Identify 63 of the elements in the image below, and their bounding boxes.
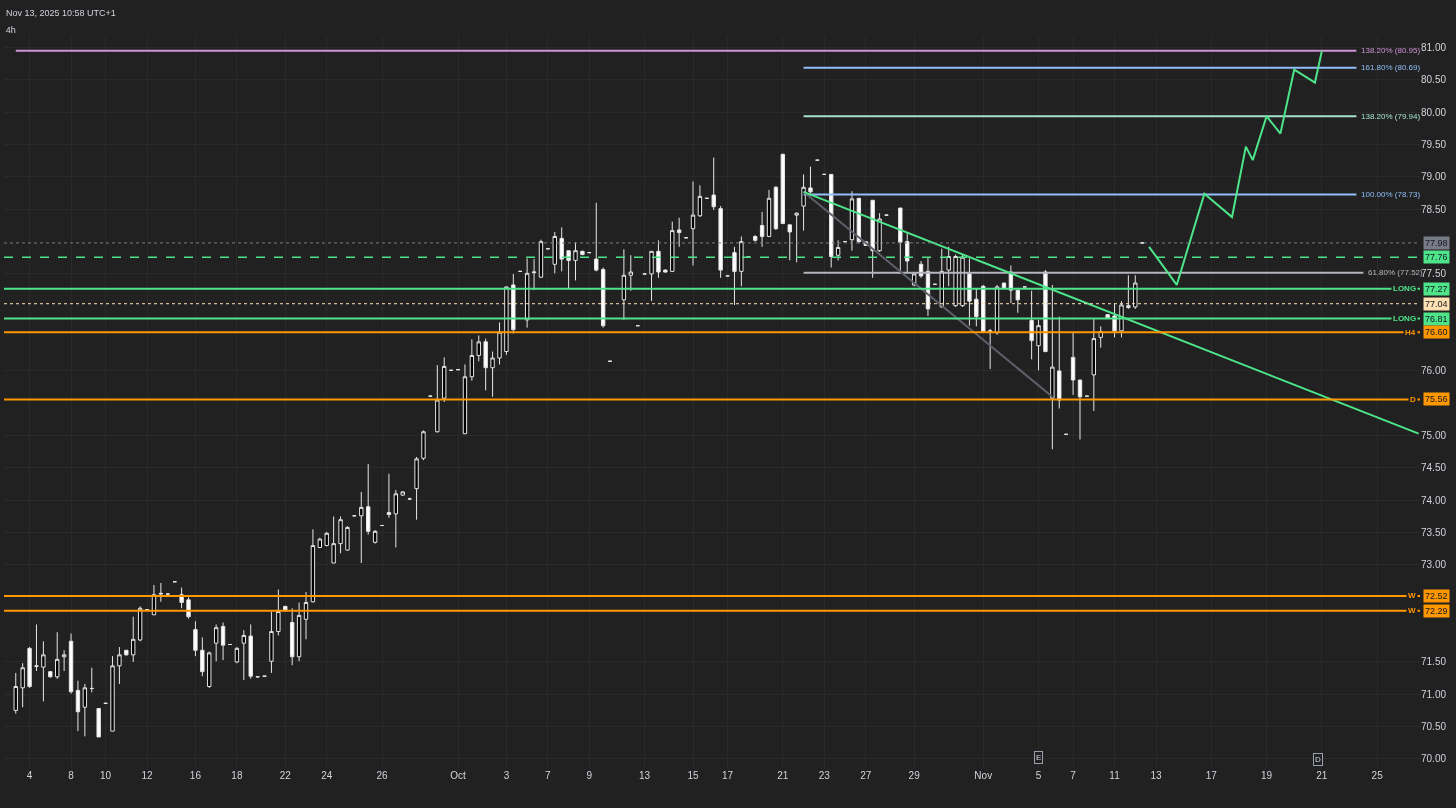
x-tick-label: 23 [818,770,831,781]
x-tick-label: 16 [189,770,202,781]
x-tick-label: 11 [1109,770,1121,781]
ref-line-label: 77.04 [1425,299,1448,309]
x-tick-label: 7 [545,770,552,781]
x-tick-label: 13 [1150,770,1163,781]
x-tick-label: 29 [908,770,921,781]
x-tick-label: 27 [860,770,872,781]
x-tick-label: Nov [974,770,993,781]
y-tick-label: 71.50 [1421,656,1447,668]
x-tick-label: 13 [639,770,651,781]
y-tick-label: 73.50 [1421,527,1447,539]
y-tick-label: 75.00 [1421,430,1447,442]
x-tick-label: 19 [1261,770,1273,781]
series-label: 138.20% (79.94) [1361,112,1421,121]
y-tick-label: 73.00 [1421,559,1447,571]
series-label: 138.20% (80.95) [1361,46,1421,55]
x-tick-label: 17 [721,770,734,781]
ref-line-label: 77.76 [1425,252,1448,262]
x-tick-label: 8 [68,770,75,781]
series-label: 100.00% (78.73) [1361,190,1421,199]
ref-line-label: LONG 76.81 [1393,314,1448,324]
y-tick-label: 79.00 [1421,171,1447,183]
y-tick-label: 76.00 [1421,365,1447,377]
x-tick-label: 17 [1205,770,1218,781]
x-tick-label: 12 [141,770,154,781]
y-tick-label: 77.50 [1421,268,1447,280]
y-tick-label: 70.50 [1421,721,1447,733]
annotation: E [1036,753,1042,762]
y-tick-label: 74.00 [1421,494,1447,506]
x-tick-label: 5 [1035,770,1042,781]
x-tick-label: 24 [321,770,333,781]
y-tick-label: 79.50 [1421,139,1447,151]
x-tick-label: 21 [1316,770,1328,781]
ref-line-label: LONG 77.27 [1393,284,1448,294]
x-tick-label: 18 [231,770,243,781]
x-tick-label: 21 [777,770,789,781]
x-tick-label: 3 [503,770,510,781]
y-tick-label: 78.50 [1421,203,1447,215]
x-tick-label: 15 [687,770,699,781]
y-tick-label: 71.00 [1421,688,1447,700]
x-tick-label: 7 [1070,770,1077,781]
x-tick-label: 26 [376,770,389,781]
ref-line-label: 77.98 [1425,238,1448,248]
x-tick-label: 4 [26,770,33,781]
ref-line-label: D 75.56 [1410,394,1448,404]
ref-line-label: W 72.29 [1408,606,1448,616]
y-tick-label: 80.50 [1421,74,1447,86]
x-tick-label: 22 [279,770,292,781]
y-tick-label: 80.00 [1421,106,1447,118]
x-tick-label: 9 [586,770,593,781]
annotation: D [1315,755,1321,764]
y-tick-label: 81.00 [1421,42,1447,54]
text: Nov 13, 2025 10:58 UTC+1 [6,8,116,18]
series-label: 161.80% (80.69) [1361,63,1421,72]
y-tick-label: 74.50 [1421,462,1447,474]
x-tick-label: 25 [1371,770,1384,781]
x-tick-label: Oct [450,770,467,781]
text: H4 76.60 [1405,327,1448,337]
ref-line-label: W 72.52 [1408,591,1448,601]
y-tick-label: 70.00 [1421,753,1447,765]
x-tick-label: 10 [100,770,112,781]
chart-title: 4h [5,25,16,36]
